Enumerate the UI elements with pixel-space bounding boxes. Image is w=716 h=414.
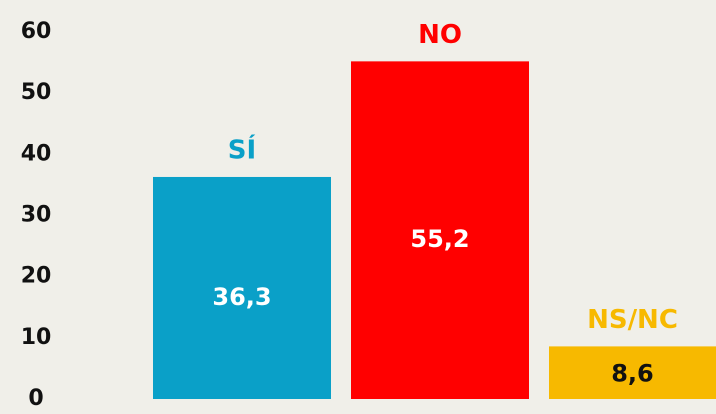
bar: [153, 176, 331, 399]
value-label: 55,2: [410, 225, 469, 253]
y-tick-label: 10: [21, 325, 52, 350]
category-label: SÍ: [228, 133, 256, 165]
y-tick-label: 40: [21, 141, 52, 166]
y-tick-label: 60: [21, 19, 52, 44]
value-label: 8,6: [611, 360, 654, 388]
bar: [351, 61, 529, 400]
category-label: NS/NC: [587, 305, 678, 335]
y-tick-label: 20: [21, 264, 52, 289]
bar: [549, 346, 716, 399]
y-tick-label: 30: [21, 203, 52, 228]
y-tick-label: 50: [21, 80, 52, 105]
value-label: 36,3: [212, 283, 271, 311]
y-tick-label: 0: [28, 386, 43, 411]
category-label: NO: [418, 20, 462, 50]
